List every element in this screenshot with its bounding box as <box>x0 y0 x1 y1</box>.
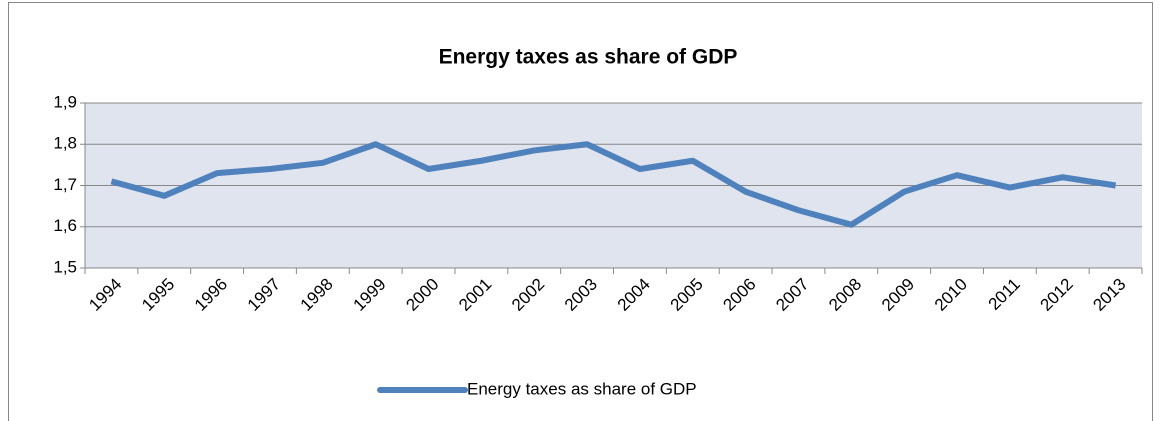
chart-title: Energy taxes as share of GDP <box>439 46 738 69</box>
y-tick-label: 1,6 <box>53 216 77 235</box>
y-tick-label: 1,5 <box>53 257 77 276</box>
y-tick-label: 1,9 <box>53 92 77 111</box>
legend-label: Energy taxes as share of GDP <box>467 379 697 398</box>
y-tick-label: 1,8 <box>53 134 77 153</box>
y-tick-label: 1,7 <box>53 175 77 194</box>
line-series <box>110 141 1117 228</box>
